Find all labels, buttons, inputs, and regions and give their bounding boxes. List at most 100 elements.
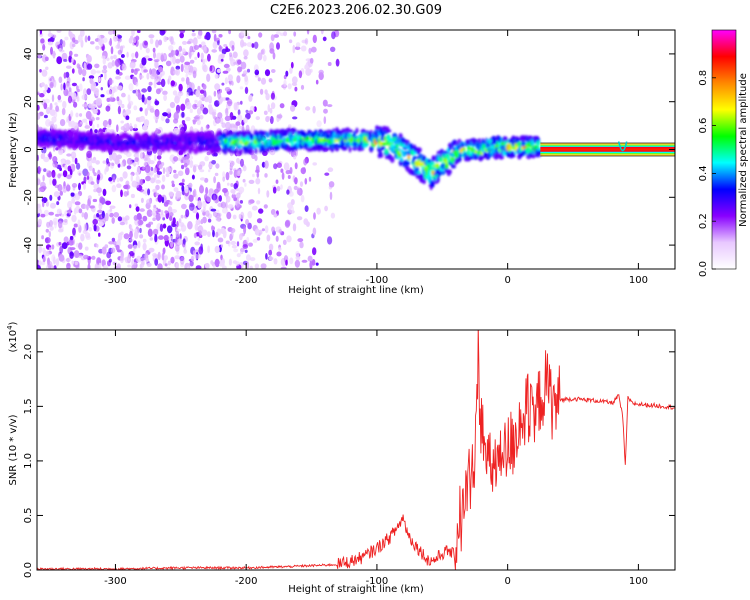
spectrogram-noise-speck xyxy=(94,63,100,69)
spectrogram-noise-speck xyxy=(237,59,242,65)
spectrogram-ridge-cell xyxy=(182,149,187,154)
spectrogram-noise-speck xyxy=(95,97,102,106)
spectrogram-noise-speck xyxy=(60,83,63,91)
spectrogram-noise-speck xyxy=(199,185,204,194)
spectrogram-noise-speck xyxy=(178,218,182,224)
spectrogram-noise-speck xyxy=(268,256,274,261)
spectrogram-noise-speck xyxy=(194,99,198,103)
spectrogram-noise-speck xyxy=(217,40,220,46)
spectrogram-noise-speck xyxy=(192,120,196,125)
spectrogram-noise-speck xyxy=(104,212,109,222)
spectrogram-noise-speck xyxy=(235,188,240,192)
spectrogram-noise-speck xyxy=(140,197,144,203)
spectrogram-noise-speck xyxy=(150,177,156,184)
spectrogram-noise-speck xyxy=(269,107,273,114)
spectrogram-noise-speck xyxy=(183,249,188,254)
spectrogram-noise-speck xyxy=(115,44,121,49)
spectrogram-ridge-cell xyxy=(329,129,333,137)
spectrogram-noise-speck xyxy=(48,30,52,35)
spectrogram-noise-speck xyxy=(77,219,81,228)
spectrogram-noise-speck xyxy=(173,169,177,174)
spectrogram-noise-speck xyxy=(208,104,213,109)
spectrogram-noise-speck xyxy=(168,45,174,51)
spectrogram-noise-speck xyxy=(174,238,178,244)
spectrogram-noise-speck xyxy=(71,198,76,204)
spectrogram-noise-speck xyxy=(285,70,289,77)
spectrogram-noise-speck xyxy=(286,189,290,195)
spectrogram-noise-speck xyxy=(278,229,282,234)
spectrogram-noise-speck xyxy=(225,121,231,130)
spectrogram-ridge-cell xyxy=(325,133,330,140)
spectrogram-ridge-cell xyxy=(433,156,437,161)
spectrogram-noise-speck xyxy=(172,221,176,225)
spectrogram-noise-speck xyxy=(264,173,268,178)
spectrogram-noise-speck xyxy=(113,54,117,60)
spectrogram-noise-speck xyxy=(59,190,63,196)
spectrogram-noise-speck xyxy=(95,91,99,97)
spectrogram-noise-speck xyxy=(276,114,283,119)
colorbar-tick-label: 0.8 xyxy=(698,70,709,86)
spectrogram-noise-speck xyxy=(232,51,238,59)
spectrogram-noise-speck xyxy=(39,93,45,98)
spectrogram-ridge-cell xyxy=(467,145,471,151)
spectrogram-noise-speck xyxy=(152,188,158,193)
spectrogram-noise-speck xyxy=(232,260,238,264)
spectrogram-noise-speck xyxy=(211,193,218,201)
spectrogram-noise-speck xyxy=(125,109,131,115)
spectrogram-noise-speck xyxy=(86,55,92,63)
spectrogram-noise-speck xyxy=(59,245,64,254)
spectrogram-noise-speck xyxy=(218,44,222,52)
spectrogram-noise-speck xyxy=(71,92,77,100)
spectrogram-noise-speck xyxy=(204,96,209,103)
spectrogram-noise-speck xyxy=(68,238,74,246)
spectrogram-noise-speck xyxy=(140,152,143,159)
spectrogram-noise-speck xyxy=(285,169,291,175)
spectrogram-noise-speck xyxy=(177,170,184,177)
spectrogram-noise-speck xyxy=(102,160,107,164)
spectrogram-noise-speck xyxy=(87,263,91,269)
spectrogram-noise-speck xyxy=(137,240,141,249)
spectrogram-noise-speck xyxy=(328,181,335,188)
spectrogram-noise-speck xyxy=(98,232,101,237)
spectrogram-noise-speck xyxy=(245,124,250,132)
spectrogram-noise-speck xyxy=(257,187,261,195)
spectrogram-noise-speck xyxy=(188,51,192,60)
spectrogram-noise-speck xyxy=(101,210,105,219)
spectrogram-noise-speck xyxy=(168,191,174,197)
spectrogram-ridge-cell xyxy=(516,138,521,142)
spectrogram-noise-speck xyxy=(275,235,279,242)
spectrogram-noise-speck xyxy=(221,53,225,59)
spectrogram-noise-speck xyxy=(175,262,179,269)
spectrogram-noise-speck xyxy=(142,238,147,243)
spectrogram-ridge-cell xyxy=(415,166,420,172)
spectrogram-ridge-cell xyxy=(318,129,323,135)
spectrogram-noise-speck xyxy=(247,211,253,219)
spectrogram-noise-speck xyxy=(330,46,336,52)
spectrogram-noise-speck xyxy=(79,83,83,92)
spectrogram-noise-speck xyxy=(133,248,136,254)
x-tick-label: -200 xyxy=(235,576,258,587)
spectrogram-noise-speck xyxy=(142,125,148,131)
spectrogram-noise-speck xyxy=(205,124,209,130)
spectrogram-noise-speck xyxy=(168,211,174,217)
spectrogram-noise-speck xyxy=(312,162,318,166)
spectrogram-noise-speck xyxy=(50,46,53,55)
spectrogram-noise-speck xyxy=(260,77,267,85)
spectrogram-noise-speck xyxy=(288,191,294,197)
spectrogram-noise-speck xyxy=(48,230,51,238)
spectrogram-noise-speck xyxy=(90,181,95,185)
spectrogram-noise-speck xyxy=(41,55,46,62)
spectrogram-noise-speck xyxy=(37,166,41,175)
spectrogram-noise-speck xyxy=(245,219,250,225)
spectrogram-noise-speck xyxy=(109,205,116,209)
spectrogram-ridge-cell xyxy=(128,136,134,141)
spectrogram-ridge-cell xyxy=(316,135,320,142)
spectrogram-ridge-cell xyxy=(430,181,435,188)
spectrogram-noise-speck xyxy=(164,263,168,267)
spectrogram-ridge-cell xyxy=(416,147,422,153)
spectrogram-noise-speck xyxy=(180,214,184,219)
spectrogram-noise-speck xyxy=(192,30,195,33)
spectrogram-noise-speck xyxy=(146,209,153,218)
spectrogram-noise-speck xyxy=(72,37,76,43)
spectrogram-noise-speck xyxy=(226,67,231,72)
